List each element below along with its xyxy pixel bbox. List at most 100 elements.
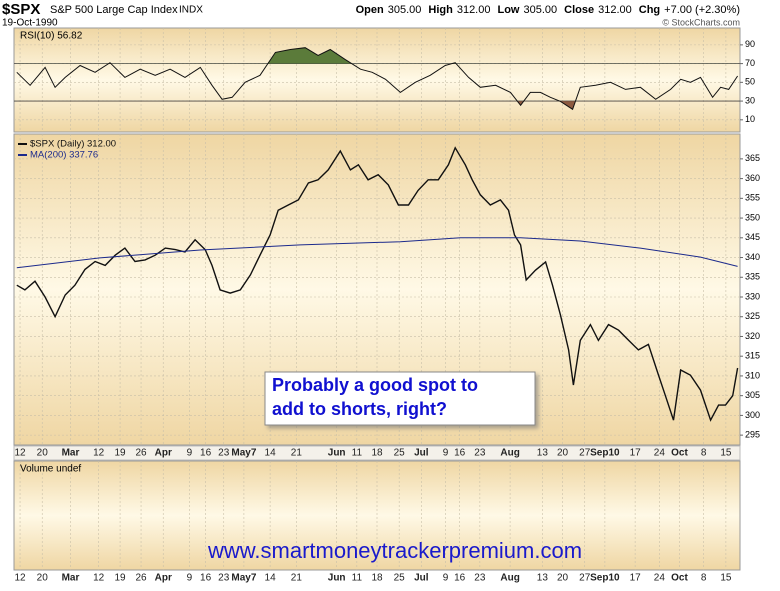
x-tick-label: Jul: [414, 448, 429, 459]
x-tick-label: 11: [352, 448, 363, 459]
y-tick-label: 295: [745, 430, 760, 440]
x-tick-label-bottom: 11: [352, 573, 363, 584]
plot-layer: 10 30 50 70 90 RSI(10) 56.82 295 300 305 310 315 32…: [14, 28, 760, 584]
x-tick-label: 18: [371, 448, 383, 459]
quote-text: Open 305.00 High 312.00 Low 305.00 Close 312.00…: [356, 4, 740, 16]
annotation-text: add to shorts, right?: [272, 399, 447, 419]
x-tick-label-bottom: May7: [231, 573, 256, 584]
x-tick-label-bottom: 9: [187, 573, 193, 584]
x-tick-label: 23: [474, 448, 486, 459]
y-tick-label: 330: [745, 291, 760, 301]
x-tick-label: 23: [218, 448, 230, 459]
quote-label: Chg: [639, 4, 660, 16]
x-tick-label-bottom: Aug: [500, 573, 519, 584]
x-tick-label-bottom: 23: [218, 573, 230, 584]
quote-value: 312.00: [598, 4, 632, 16]
x-tick-label-bottom: Jul: [414, 573, 429, 584]
x-tick-label-bottom: 19: [115, 573, 127, 584]
x-tick-label: 12: [93, 448, 105, 459]
y-tick-label: 305: [745, 390, 760, 400]
x-tick-label: Mar: [62, 448, 80, 459]
y-tick-label: 300: [745, 410, 760, 420]
x-tick-label-bottom: 14: [265, 573, 277, 584]
x-tick-label-bottom: 21: [291, 573, 303, 584]
exchange: INDX: [179, 5, 203, 16]
price-line: [16, 146, 739, 422]
x-tick-label-bottom: Jun: [328, 573, 346, 584]
x-tick-label: Apr: [155, 448, 172, 459]
y-tick-label: 360: [745, 173, 760, 183]
x-tick-label-bottom: 20: [557, 573, 569, 584]
quote: Open 305.00 High 312.00 Low 305.00 Close 312.00…: [356, 4, 740, 16]
x-tick-label-bottom: Mar: [62, 573, 80, 584]
y-tick-label: 365: [745, 153, 760, 163]
quote-label: High: [428, 4, 453, 16]
credit: © StockCharts.com: [662, 17, 740, 27]
x-tick-label-bottom: 23: [474, 573, 486, 584]
y-tick-label: 325: [745, 311, 760, 321]
rsi-line: [16, 47, 739, 111]
quote-value: 305.00: [388, 4, 422, 16]
x-tick-label-bottom: 12: [93, 573, 105, 584]
legend-entry: $SPX (Daily) 312.00: [30, 139, 116, 150]
y-tick-label: 335: [745, 272, 760, 282]
x-tick-label: 17: [630, 448, 642, 459]
y-tick-label: 310: [745, 370, 760, 380]
x-tick-label: 9: [443, 448, 449, 459]
symbol: $SPX: [2, 1, 40, 18]
annotation: Probably a good spot to add to shorts, ri…: [264, 371, 536, 426]
annotation-text: Probably a good spot to: [272, 375, 478, 395]
x-tick-label: 13: [537, 448, 549, 459]
x-tick-label-bottom: Sep10: [590, 573, 620, 584]
x-tick-label-bottom: 9: [443, 573, 449, 584]
x-tick-label: 24: [654, 448, 666, 459]
rsi-legend: RSI(10) 56.82: [20, 31, 83, 42]
x-tick-label: 27: [579, 448, 591, 459]
y-tick-label: 345: [745, 232, 760, 242]
x-tick-label-bottom: 13: [537, 573, 549, 584]
x-tick-label: 14: [265, 448, 277, 459]
x-tick-label: Oct: [671, 448, 688, 459]
y-tick-label: 340: [745, 252, 760, 262]
x-tick-label-bottom: Apr: [155, 573, 172, 584]
quote-value: 312.00: [457, 4, 491, 16]
x-tick-label: 21: [291, 448, 303, 459]
x-tick-label-bottom: 27: [579, 573, 591, 584]
x-tick-label-bottom: 12: [14, 573, 26, 584]
x-tick-label: 26: [135, 448, 147, 459]
x-tick-label-bottom: 18: [371, 573, 383, 584]
x-tick-label-bottom: 8: [701, 573, 707, 584]
legend-entry: MA(200) 337.76: [30, 150, 98, 161]
y-tick-label: 355: [745, 193, 760, 203]
x-tick-label-bottom: 16: [454, 573, 466, 584]
x-tick-label-bottom: 26: [135, 573, 147, 584]
y-tick-label: 350: [745, 212, 760, 222]
x-tick-label-bottom: 17: [630, 573, 642, 584]
date: 19-Oct-1990: [2, 18, 58, 29]
quote-label: Low: [497, 4, 519, 16]
annotation-box: [264, 371, 536, 426]
y-tick-label: 90: [745, 39, 755, 49]
x-tick-label: 19: [115, 448, 127, 459]
x-tick-label: 20: [557, 448, 569, 459]
x-tick-label: 9: [187, 448, 193, 459]
x-tick-label: 20: [37, 448, 49, 459]
x-tick-label: 16: [454, 448, 466, 459]
x-tick-label: Sep10: [590, 448, 620, 459]
ma-line: [16, 237, 738, 269]
quote-value: +7.00 (+2.30%): [664, 4, 740, 16]
x-tick-label-bottom: 24: [654, 573, 666, 584]
quote-value: 305.00: [523, 4, 557, 16]
quote-label: Close: [564, 4, 594, 16]
y-tick-label: 320: [745, 331, 760, 341]
y-tick-label: 50: [745, 77, 755, 87]
x-tick-label-bottom: 25: [394, 573, 406, 584]
volume-legend: Volume undef: [20, 464, 81, 475]
y-tick-label: 315: [745, 351, 760, 361]
x-tick-label-bottom: Oct: [671, 573, 688, 584]
x-tick-label: Aug: [500, 448, 519, 459]
y-tick-label: 70: [745, 58, 755, 68]
date-bar: [13, 445, 741, 461]
y-tick-label: 30: [745, 95, 755, 105]
